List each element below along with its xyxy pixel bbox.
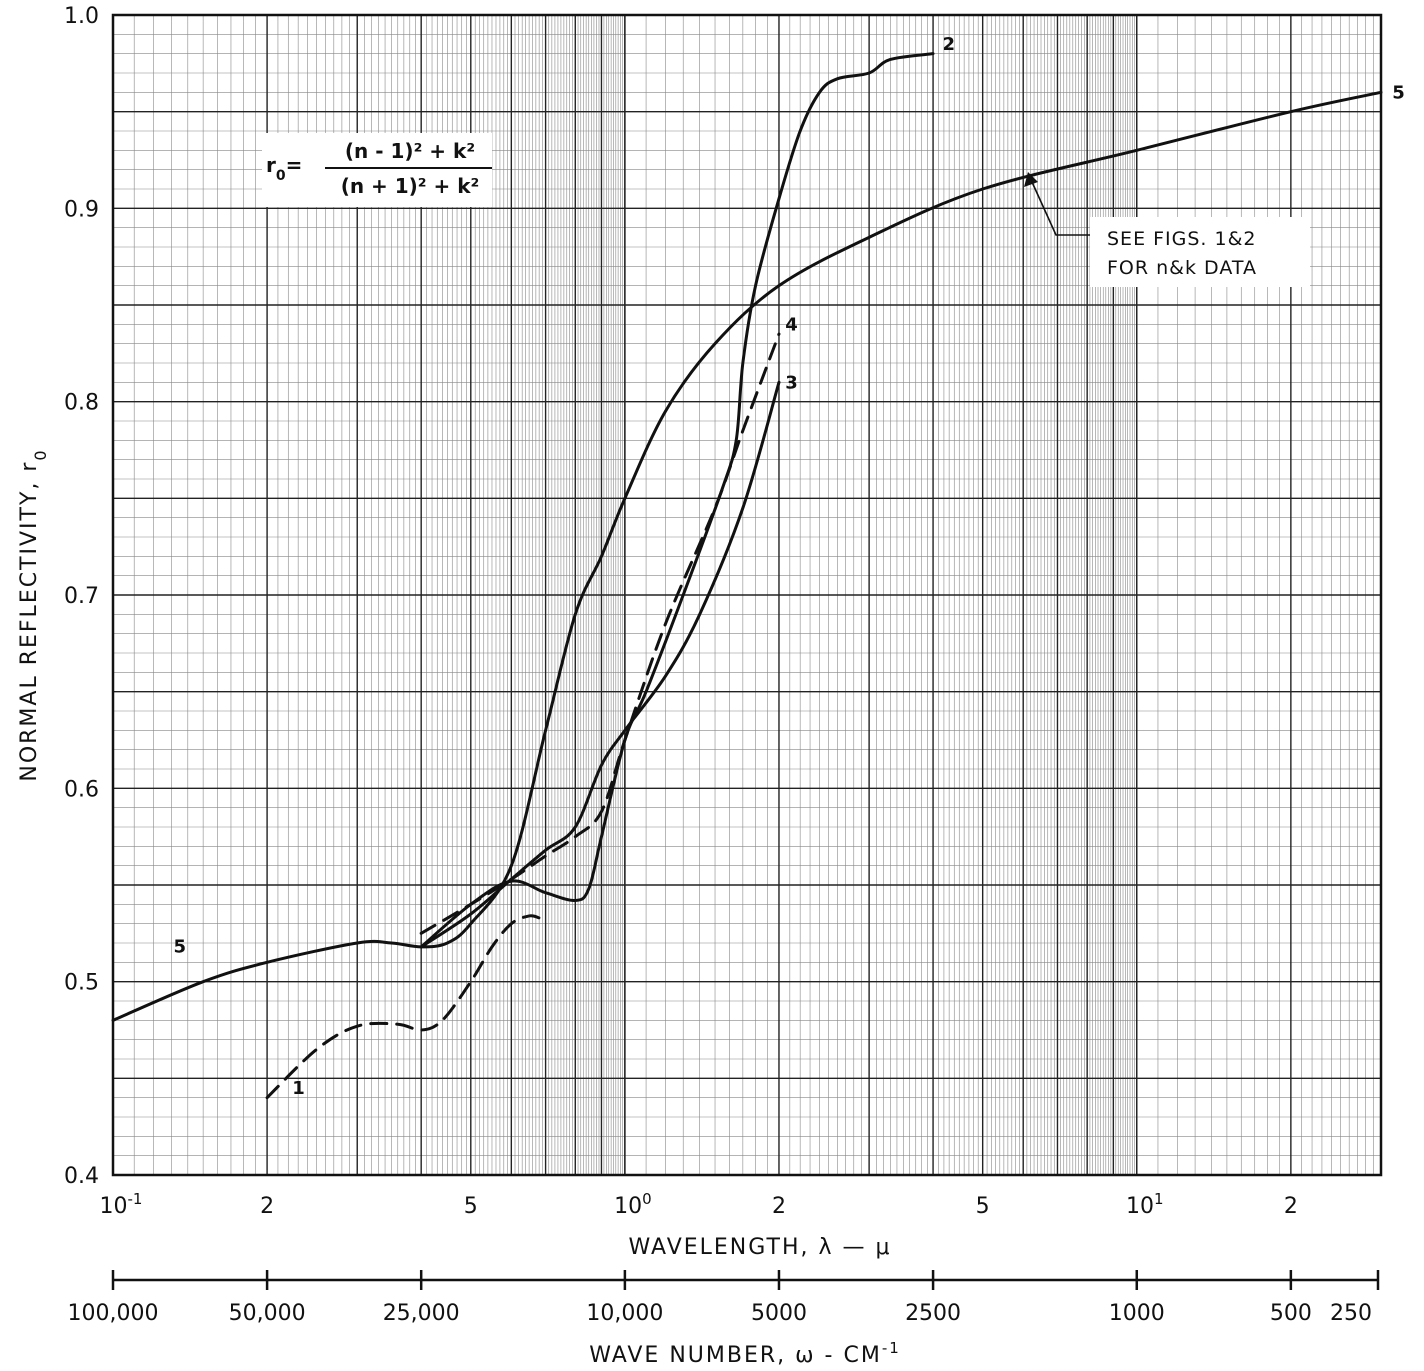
formula-denominator: (n + 1)² + k² [341,174,480,198]
wave-number-tick-label: 5000 [751,1301,807,1326]
x-tick-label: 2 [772,1194,786,1219]
wave-number-tick-label: 2500 [905,1301,961,1326]
formula-lhs: r0= [266,153,302,184]
curve-2 [419,52,935,949]
y-tick-label: 0.9 [64,197,99,222]
curve-5-label: 5 [1392,82,1405,103]
curve-3 [419,380,781,949]
y-tick-label: 1.0 [64,4,99,29]
curve-2-label: 2 [943,34,956,55]
wave-number-tick-label: 100,000 [68,1301,159,1326]
y-tick-label: 0.8 [64,391,99,416]
curve-5 [111,90,1383,1022]
x-tick-label: 5 [464,1194,478,1219]
wave-number-tick-label: 25,000 [383,1301,460,1326]
wave-number-tick-label: 250 [1330,1301,1372,1326]
curve-3-label: 3 [785,372,798,393]
curves [111,52,1383,1100]
y-axis-title: NORMAL REFLECTIVITY, r0 [17,448,50,781]
annotation-line-1: SEE FIGS. 1&2 [1107,228,1257,250]
wave-number-tick-label: 1000 [1109,1301,1165,1326]
y-tick-label: 0.5 [64,971,99,996]
x-tick-label: 5 [976,1194,990,1219]
x-tick-label: 100 [614,1190,652,1219]
y-tick-label: 0.4 [64,1164,99,1189]
wave-number-tick-label: 10,000 [586,1301,663,1326]
annotation-box: SEE FIGS. 1&2 FOR n&k DATA [1024,172,1310,287]
curve-1-label: 1 [292,1078,305,1099]
x-axis-title: WAVELENGTH, λ — μ [629,1235,892,1260]
x-tick-label: 2 [1284,1194,1298,1219]
y-tick-label: 0.7 [64,584,99,609]
annotation-arrowhead [1024,172,1038,187]
x-tick-label: 2 [260,1194,274,1219]
y-tick-label: 0.6 [64,777,99,802]
curve-4 [419,332,781,935]
wave-number-axis-title: WAVE NUMBER, ω - CM-1 [589,1339,901,1368]
formula-box: r0= (n - 1)² + k² (n + 1)² + k² [262,133,492,207]
wave-number-tick-label: 500 [1270,1301,1312,1326]
x-tick-label: 10-1 [100,1190,143,1219]
plot-frame [111,13,1383,1177]
x-tick-labels: 10-1 2 5 100 2 5 101 2 [100,1190,1298,1219]
curve-4-label: 4 [785,314,798,335]
formula-numerator: (n - 1)² + k² [345,139,475,163]
wave-number-tick-label: 50,000 [229,1301,306,1326]
y-tick-labels: 0.4 0.5 0.6 0.7 0.8 0.9 1.0 [64,4,99,1189]
annotation-line-2: FOR n&k DATA [1107,257,1257,279]
x-tick-label: 101 [1126,1190,1164,1219]
curve-labels: 1 2 3 4 5 5 [173,34,1404,1099]
annotation-leader-line [1031,181,1090,236]
wave-number-ticks: 100,000 50,000 25,000 10,000 5000 2500 1000 500… [68,1270,1380,1326]
curve-5-start-label: 5 [173,937,186,958]
